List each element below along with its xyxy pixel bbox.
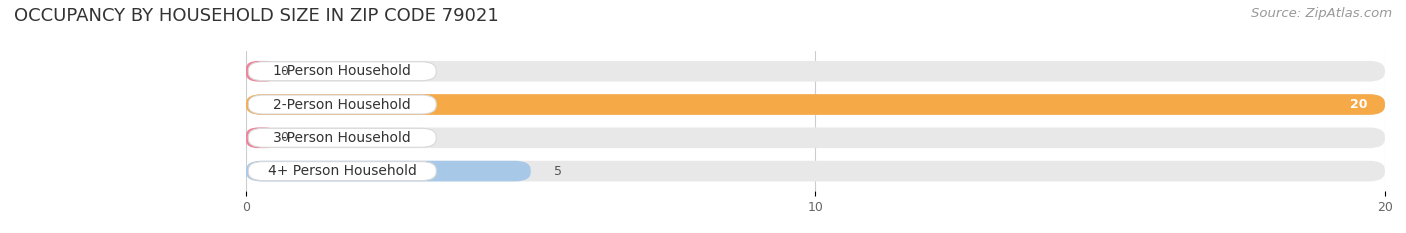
FancyBboxPatch shape <box>249 62 436 81</box>
Text: 1-Person Household: 1-Person Household <box>273 64 411 78</box>
Text: 0: 0 <box>280 65 288 78</box>
FancyBboxPatch shape <box>246 94 1385 115</box>
Text: OCCUPANCY BY HOUSEHOLD SIZE IN ZIP CODE 79021: OCCUPANCY BY HOUSEHOLD SIZE IN ZIP CODE … <box>14 7 499 25</box>
Text: 2-Person Household: 2-Person Household <box>273 98 411 112</box>
FancyBboxPatch shape <box>249 128 436 147</box>
FancyBboxPatch shape <box>249 95 436 114</box>
FancyBboxPatch shape <box>249 162 436 181</box>
FancyBboxPatch shape <box>246 61 1385 82</box>
FancyBboxPatch shape <box>246 127 277 148</box>
Text: 0: 0 <box>280 131 288 144</box>
FancyBboxPatch shape <box>246 61 277 82</box>
FancyBboxPatch shape <box>246 161 531 182</box>
FancyBboxPatch shape <box>246 161 1385 182</box>
FancyBboxPatch shape <box>246 127 1385 148</box>
FancyBboxPatch shape <box>246 94 1385 115</box>
Text: 5: 5 <box>554 164 561 178</box>
Text: Source: ZipAtlas.com: Source: ZipAtlas.com <box>1251 7 1392 20</box>
Text: 20: 20 <box>1350 98 1368 111</box>
Text: 3-Person Household: 3-Person Household <box>273 131 411 145</box>
Text: 4+ Person Household: 4+ Person Household <box>269 164 416 178</box>
